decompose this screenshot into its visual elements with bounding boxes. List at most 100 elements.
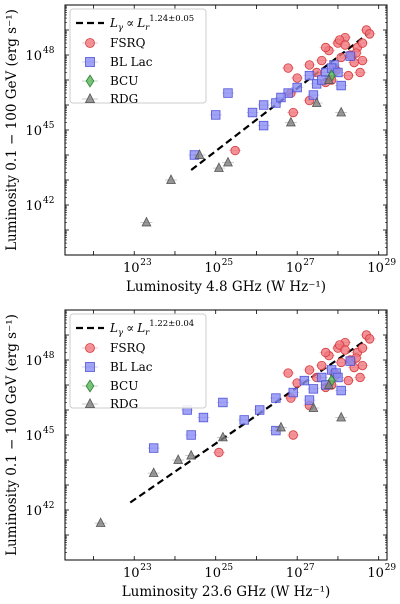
y-tick-label: 10 <box>25 354 42 369</box>
data-point-fsrq <box>364 29 375 39</box>
fit-relation: ∝ <box>126 321 134 335</box>
x-tick-exponent: 27 <box>303 563 315 573</box>
y-tick-exponent: 45 <box>43 426 55 436</box>
legend-label-bl-lac: BL Lac <box>110 360 153 374</box>
data-point-fsrq <box>357 343 368 353</box>
data-point-bl-lac <box>258 100 269 110</box>
data-point-rdg <box>285 116 296 127</box>
data-point-fsrq <box>340 40 350 50</box>
fit-lhs: L <box>109 16 118 30</box>
legend-label-rdg: RDG <box>110 397 138 411</box>
legend-marker-rdg <box>84 92 96 103</box>
y-tick-label: 10 <box>25 124 42 139</box>
data-point-fsrq <box>355 67 365 78</box>
x-tick-exponent: 27 <box>303 258 315 268</box>
y-axis-label-bottom: Luminosity 0.1 − 100 GeV (erg s⁻¹) <box>4 314 20 556</box>
data-point-bl-lac <box>247 107 258 118</box>
legend-label-fsrq: FSRQ <box>110 36 146 50</box>
data-point-fsrq <box>304 365 315 375</box>
data-point-rdg <box>166 174 176 184</box>
x-tick-label: 10 <box>204 261 221 276</box>
data-point-bl-lac <box>276 92 286 103</box>
data-point-rdg <box>194 149 205 159</box>
y-tick-exponent: 48 <box>43 46 55 56</box>
x-tick-exponent: 25 <box>222 563 234 573</box>
legend-label-bl-lac: BL Lac <box>110 55 153 69</box>
data-point-bl-lac <box>304 70 315 81</box>
x-tick-exponent: 23 <box>140 563 152 573</box>
y-tick-exponent: 42 <box>43 196 54 206</box>
fit-exponent: 1.22±0.04 <box>149 319 194 329</box>
x-tick-exponent: 25 <box>222 258 234 268</box>
data-point-fsrq <box>320 42 331 53</box>
data-point-fsrq <box>357 360 368 371</box>
data-point-rdg <box>213 162 224 172</box>
data-point-rdg <box>323 74 334 84</box>
data-point-bl-lac <box>271 98 281 108</box>
legend-marker-fsrq <box>85 343 95 353</box>
legend-fit-label: Lγ ∝ Lr1.24±0.05 <box>109 14 194 33</box>
data-point-fsrq <box>230 145 240 156</box>
fit-lhs-sub: γ <box>118 328 124 338</box>
fit-lhs-sub: γ <box>118 23 124 33</box>
y-tick-exponent: 45 <box>43 121 55 131</box>
tick-marks-top <box>65 4 387 256</box>
data-point-rdg <box>95 517 106 527</box>
data-point-rdg <box>323 379 334 389</box>
legend-label-fsrq: FSRQ <box>110 341 146 355</box>
data-point-bl-lac <box>258 120 269 131</box>
data-point-fsrq <box>320 347 331 358</box>
data-point-fsrq <box>357 38 368 48</box>
data-point-fsrq <box>292 73 302 83</box>
x-axis-label-top: Luminosity 4.8 GHz (W Hz⁻¹) <box>126 279 326 295</box>
data-point-bl-lac <box>239 415 249 425</box>
data-point-bl-lac <box>288 387 298 398</box>
x-tick-exponent: 29 <box>385 563 397 573</box>
data-point-bl-lac <box>308 384 319 394</box>
data-point-bl-lac <box>336 385 346 396</box>
data-point-rdg <box>276 421 286 432</box>
data-point-fsrq <box>214 447 224 458</box>
y-axis-label-top: Luminosity 0.1 − 100 GeV (erg s⁻¹) <box>4 9 20 251</box>
y-tick-label: 10 <box>25 429 42 444</box>
legend-marker-bcu <box>85 74 95 88</box>
legend-marker-bl-lac <box>85 57 95 67</box>
data-point-bl-lac <box>186 430 196 440</box>
data-point-fsrq <box>357 55 368 66</box>
x-tick-label: 10 <box>123 566 140 581</box>
data-point-bl-lac <box>223 88 233 98</box>
legend-label-rdg: RDG <box>110 92 138 106</box>
x-tick-label: 10 <box>286 261 303 276</box>
data-point-rdg <box>173 454 184 464</box>
data-point-bl-lac <box>292 82 302 93</box>
fit-rhs: L <box>136 321 145 335</box>
data-point-bl-lac <box>304 395 315 405</box>
legend-box <box>69 8 207 104</box>
x-axis-label-bottom: Luminosity 23.6 GHz (W Hz⁻¹) <box>122 584 331 600</box>
data-point-fsrq <box>317 55 327 66</box>
x-tick-label: 10 <box>204 566 221 581</box>
data-point-fsrq <box>336 52 346 63</box>
data-point-bl-lac <box>299 375 310 386</box>
data-point-fsrq <box>336 357 346 368</box>
data-point-bl-lac <box>254 405 265 415</box>
data-point-rdg <box>186 449 197 460</box>
data-point-fsrq <box>288 107 298 118</box>
data-point-rdg <box>217 431 228 442</box>
data-point-fsrq <box>343 375 354 386</box>
legend-marker-bl-lac <box>85 362 95 372</box>
data-point-bl-lac <box>198 412 209 423</box>
data-points-bottom <box>94 330 376 527</box>
data-point-rdg <box>336 411 347 422</box>
legend-marker-bcu <box>85 379 95 393</box>
data-point-fsrq <box>355 372 365 383</box>
fit-rhs: L <box>136 16 145 30</box>
data-point-rdg <box>141 216 152 227</box>
